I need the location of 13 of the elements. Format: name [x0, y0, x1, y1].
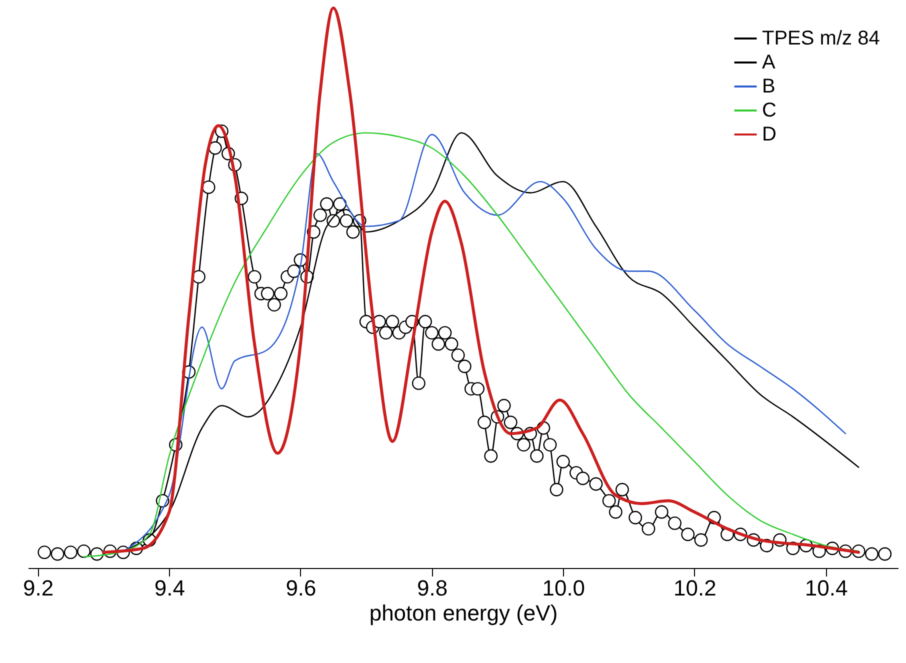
x-tick-label: 9.2 — [23, 576, 54, 600]
x-tick-label: 10.0 — [542, 576, 586, 600]
x-tick-label: 10.2 — [674, 576, 716, 600]
x-tick-label: 9.4 — [154, 576, 185, 600]
x-tick-label: 9.8 — [417, 576, 448, 600]
legend-label: D — [762, 124, 776, 146]
legend-label: TPES m/z 84 — [762, 28, 880, 50]
legend-label: B — [762, 76, 776, 98]
x-tick-label: 10.4 — [804, 576, 848, 600]
legend-label: A — [762, 52, 776, 74]
legend-label: C — [762, 100, 776, 122]
x-tick-label: 9.6 — [286, 576, 316, 600]
x-axis-title: photon energy (eV) — [369, 600, 558, 626]
